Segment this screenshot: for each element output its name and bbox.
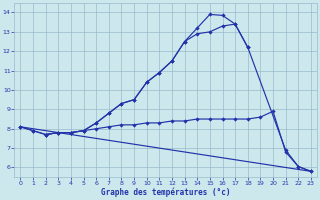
X-axis label: Graphe des températures (°c): Graphe des températures (°c): [101, 188, 230, 197]
